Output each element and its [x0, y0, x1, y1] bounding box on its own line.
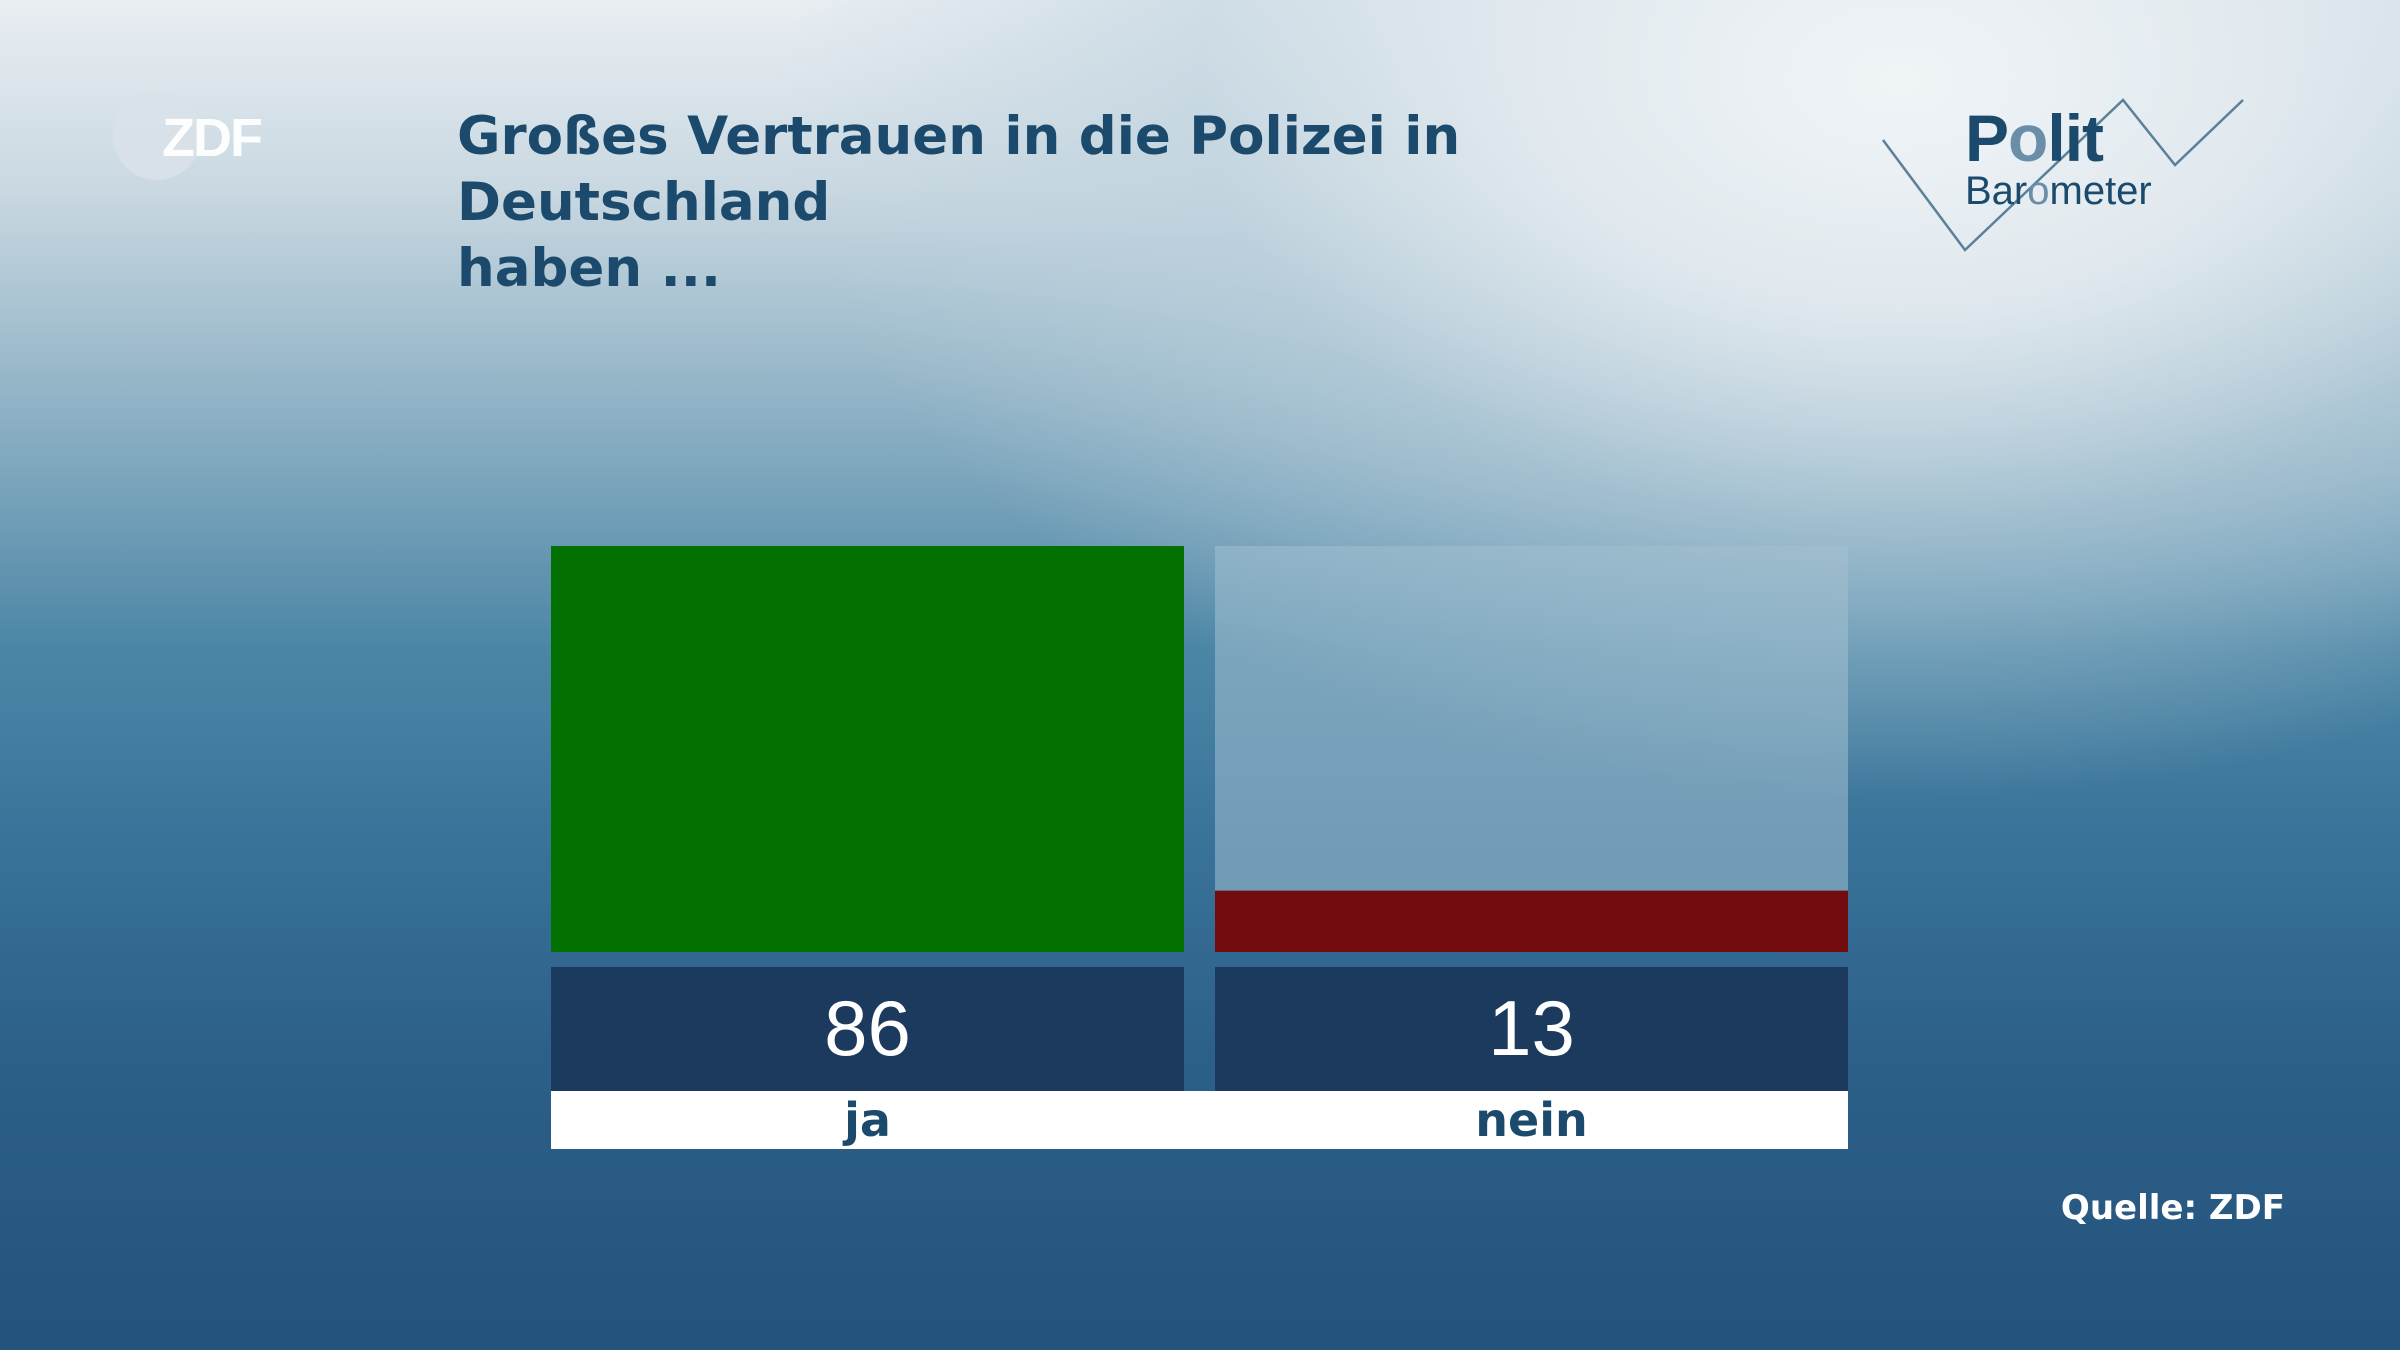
bar-group-nein: 13: [1215, 546, 1848, 1091]
bar-group-ja: 86: [551, 546, 1184, 1091]
category-label-ja: ja: [842, 1093, 891, 1147]
data-label-nein: 13: [1488, 984, 1575, 1072]
trend-line-icon: [1881, 98, 2244, 252]
barometer-logo-text: Barometer: [1965, 169, 2152, 213]
value-box-nein: [1215, 967, 1848, 1091]
polit-logo-text: Polit: [1965, 101, 2104, 175]
bar-nein: [1215, 890, 1848, 952]
chart-title-line2: haben ...: [457, 238, 721, 299]
politbarometer-logo: Polit Barometer: [1875, 95, 2250, 255]
chart-title-line1: Großes Vertrauen in die Polizei in Deuts…: [457, 106, 1461, 233]
bar-ja: [551, 546, 1184, 952]
category-label-strip: [551, 1091, 1848, 1149]
bar-track-nein: [1215, 546, 1848, 952]
chart-title: Großes Vertrauen in die Polizei in Deuts…: [457, 104, 1757, 302]
data-label-ja: 86: [824, 984, 911, 1072]
category-label-nein: nein: [1475, 1093, 1587, 1147]
source-note: Quelle: ZDF: [2060, 1188, 2285, 1228]
svg-text:ZDF: ZDF: [162, 108, 262, 168]
zdf-logo: ZDF: [113, 92, 264, 180]
value-box-ja: [551, 967, 1184, 1091]
